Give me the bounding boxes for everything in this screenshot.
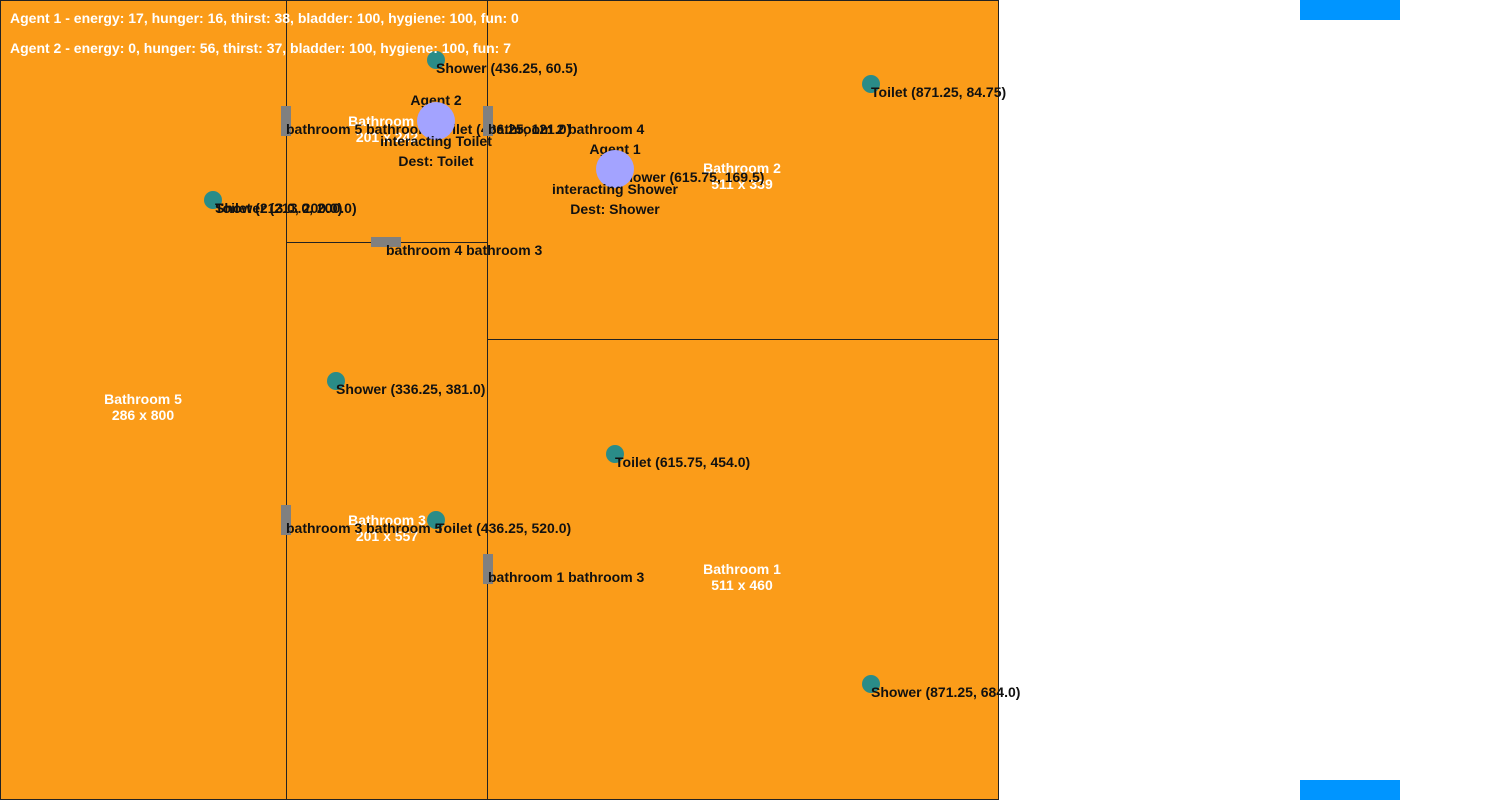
room-label-bathroom-2: Bathroom 2 511 x 339 <box>703 160 781 192</box>
door-bathroom-4-bathroom-3[interactable] <box>371 237 401 247</box>
shower-label: Shower (615.75, 169.5) <box>615 169 765 185</box>
room-name: Bathroom 3 <box>348 512 426 528</box>
toilet-label: Toilet (213.0, 200.0) <box>215 200 343 216</box>
toilet-label: Toilet (436.25, 121.0) <box>436 121 572 137</box>
door-label: bathroom 3 bathroom 5 <box>286 520 443 536</box>
agent-2-destination: Dest: Toilet <box>398 153 474 169</box>
agent-2-action: interacting Toilet <box>380 133 492 149</box>
agent-1-destination: Dest: Shower <box>570 201 660 217</box>
toilet-marker[interactable] <box>606 445 624 463</box>
room-size: 201 x 557 <box>355 528 419 544</box>
agent-2-avatar[interactable] <box>417 102 455 140</box>
toilet-marker[interactable] <box>427 511 445 529</box>
room-bathroom-3 <box>286 242 488 800</box>
room-size: 511 x 339 <box>711 176 773 192</box>
toilet-marker[interactable] <box>862 75 880 93</box>
door-bathroom-3-bathroom-5[interactable] <box>281 505 291 535</box>
room-size: 511 x 460 <box>711 577 773 593</box>
room-label-bathroom-4: Bathroom 4 201 x 242 <box>348 113 426 145</box>
room-name: Bathroom 5 <box>104 391 182 407</box>
shower-marker[interactable] <box>327 372 345 390</box>
room-size: 201 x 242 <box>355 129 419 145</box>
room-label-bathroom-3: Bathroom 3 201 x 557 <box>348 512 426 544</box>
door-label: bathroom 2 bathroom 4 <box>488 121 645 137</box>
window-bottom-3 <box>1300 780 1400 800</box>
shower-marker[interactable] <box>427 51 445 69</box>
toilet-label: Toilet (436.25, 520.0) <box>436 520 572 536</box>
door-bathroom-5-bathroom-4[interactable] <box>281 106 291 136</box>
toilet-label: Toilet (871.25, 84.75) <box>871 84 1007 100</box>
room-label-bathroom-1: Bathroom 1 511 x 460 <box>703 561 781 593</box>
shower-label: Shower (213.0, 200.0) <box>215 200 357 216</box>
door-label: bathroom 4 bathroom 3 <box>386 242 543 258</box>
shower-marker[interactable] <box>862 675 880 693</box>
door-label: bathroom 1 bathroom 3 <box>488 569 645 585</box>
room-bathroom-1 <box>487 339 999 800</box>
room-name: Bathroom 4 <box>348 113 426 129</box>
door-label: bathroom 5 bathroom 4 <box>286 121 443 137</box>
toilet-marker[interactable] <box>204 191 222 209</box>
room-label-bathroom-5: Bathroom 5 286 x 800 <box>104 391 182 423</box>
toilet-label: Toilet (615.75, 454.0) <box>615 454 751 470</box>
shower-label: Shower (871.25, 684.0) <box>871 684 1021 700</box>
agent-1-name: Agent 1 <box>589 141 641 157</box>
door-bathroom-1-bathroom-3[interactable] <box>483 554 493 584</box>
agent-1-avatar[interactable] <box>596 150 634 188</box>
door-bathroom-2-bathroom-4[interactable] <box>483 106 493 136</box>
room-size: 286 x 800 <box>111 407 175 423</box>
room-bathroom-2 <box>487 0 999 340</box>
agent-1-action: interacting Shower <box>551 181 679 197</box>
agent-2-status: Agent 2 - energy: 0, hunger: 56, thirst:… <box>10 40 512 56</box>
window-top-3 <box>1300 0 1400 20</box>
room-name: Bathroom 1 <box>703 561 781 577</box>
agent-1-status: Agent 1 - energy: 17, hunger: 16, thirst… <box>10 10 519 26</box>
agent-2-name: Agent 2 <box>410 92 462 108</box>
shower-label: Shower (436.25, 60.5) <box>436 60 578 76</box>
room-name: Bathroom 2 <box>703 160 781 176</box>
shower-label: Shower (336.25, 381.0) <box>336 381 486 397</box>
